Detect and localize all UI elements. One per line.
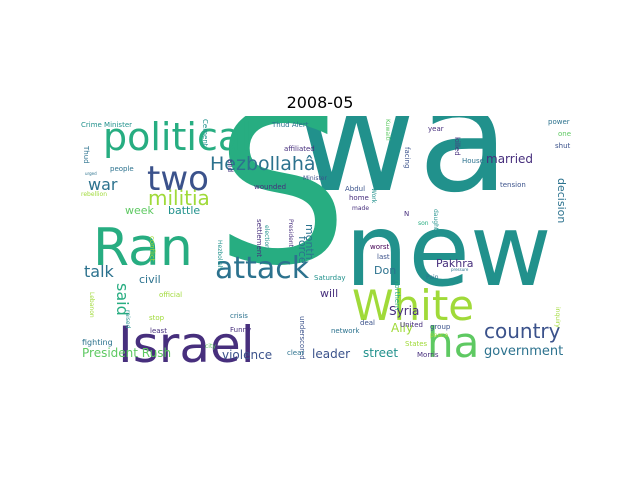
cloud-word-clear: clear xyxy=(287,349,304,357)
cloud-word-urged: urged xyxy=(85,171,97,176)
cloud-word-thud-alert: Thud Alert xyxy=(271,121,309,129)
cloud-word-fighting: fighting xyxy=(82,338,113,347)
cloud-word-made: made xyxy=(352,205,369,212)
cloud-word-wa: wa xyxy=(295,116,510,226)
cloud-word-country: country xyxy=(484,319,561,343)
cloud-word-home: home xyxy=(349,194,369,202)
figure-title: 2008-05 xyxy=(286,93,354,112)
cloud-word-government: government xyxy=(484,344,563,359)
cloud-word-n: N xyxy=(404,210,409,218)
cloud-word-pakhra: Pakhra xyxy=(436,257,474,270)
cloud-word-last: last xyxy=(377,253,390,261)
cloud-word-work: Work xyxy=(370,188,377,204)
cloud-word-daughter: daughter xyxy=(432,209,439,237)
cloud-word-violence: violence xyxy=(222,348,272,362)
cloud-word-said: said xyxy=(113,283,132,316)
cloud-word-election: election xyxy=(263,225,270,249)
cloud-word-attack: attack xyxy=(215,251,310,286)
cloud-word-tension: tension xyxy=(500,181,526,189)
cloud-word-people: people xyxy=(110,165,134,173)
cloud-word-and: and xyxy=(226,159,234,172)
cloud-word-force: force xyxy=(296,236,309,264)
cloud-word-will: will xyxy=(320,287,338,300)
cloud-word-cement: Cement xyxy=(201,119,209,147)
cloud-word-power: power xyxy=(548,118,570,126)
cloud-word-decision: decision xyxy=(555,178,568,223)
cloud-word-conflict: conflict xyxy=(148,236,156,262)
cloud-word-thud: Thud xyxy=(82,145,90,164)
cloud-word-ha: ha xyxy=(427,318,479,365)
cloud-word-inquiry: inquiry xyxy=(554,307,561,328)
cloud-word-underscored: underscored xyxy=(298,316,306,360)
cloud-word-stop: stop xyxy=(149,314,165,322)
cloud-word-abdul: Abdul xyxy=(345,185,365,193)
cloud-word-killed: killed xyxy=(453,137,461,156)
cloud-word-militia: militia xyxy=(148,186,210,210)
cloud-word-morris: Morris xyxy=(417,351,439,359)
cloud-word-ally: Ally xyxy=(391,321,413,335)
cloud-word-least: least xyxy=(150,327,167,335)
cloud-word-peace: peace xyxy=(430,332,448,339)
cloud-word-hezbollah: Hezbollahâ xyxy=(210,153,316,175)
cloud-word-minister: Minister xyxy=(303,175,327,182)
cloud-word-facing: facing xyxy=(403,147,411,168)
cloud-word-s: S xyxy=(215,116,348,312)
cloud-word-civil: civil xyxy=(139,273,161,286)
cloud-word-married: married xyxy=(486,152,533,166)
cloud-word-crisis: crisis xyxy=(230,312,248,320)
cloud-word-rebellion: rebellion xyxy=(81,191,107,198)
cloud-word-crime-minister: Crime Minister xyxy=(81,121,132,129)
cloud-word-settlement: settlement xyxy=(255,219,263,257)
cloud-word-raised: raised xyxy=(124,310,131,329)
cloud-word-battle: battle xyxy=(168,204,200,217)
cloud-word-united: United xyxy=(400,321,423,329)
cloud-word-funny: Funny xyxy=(230,326,251,334)
cloud-word-pain: Pain xyxy=(426,274,439,281)
cloud-word-group: group xyxy=(430,323,451,331)
cloud-word-lebanon: Lebanon xyxy=(88,292,95,318)
cloud-word-states: States xyxy=(405,340,428,348)
cloud-word-war: war xyxy=(88,175,118,194)
cloud-word-affiliated: affiliated xyxy=(284,145,315,153)
cloud-word-street: street xyxy=(363,346,398,360)
cloud-word-saturday: Saturday xyxy=(314,274,346,282)
cloud-word-kuwaiti: Kuwaiti xyxy=(384,119,391,141)
cloud-word-year: year xyxy=(428,125,444,133)
cloud-word-week: week xyxy=(125,204,155,217)
cloud-word-worst: worst xyxy=(370,243,390,251)
cloud-word-syria: Syria xyxy=(389,304,419,318)
cloud-word-pressure: pressure xyxy=(451,267,469,272)
cloud-word-wounded: wounded xyxy=(254,183,286,191)
cloud-word-talk: talk xyxy=(84,262,115,281)
cloud-word-president: President xyxy=(287,219,294,248)
cloud-word-israel: Israel xyxy=(118,316,255,365)
cloud-word-official: official xyxy=(159,291,182,299)
cloud-word-white: White xyxy=(352,281,474,330)
cloud-word-shut: shut xyxy=(555,142,571,150)
cloud-word-two: two xyxy=(147,159,209,199)
cloud-word-hezbollah: Hezbollah xyxy=(216,240,223,270)
cloud-word-northern: northern xyxy=(393,280,401,310)
cloud-word-house: House xyxy=(462,157,484,165)
cloud-word-network: network xyxy=(331,327,360,335)
cloud-word-ran: Ran xyxy=(93,218,193,278)
cloud-word-don: Don xyxy=(374,264,396,277)
cloud-word-son: son xyxy=(418,220,429,227)
cloud-word-new: new xyxy=(345,192,552,309)
cloud-word-political: political xyxy=(103,116,252,159)
cloud-word-month: month xyxy=(303,224,316,260)
cloud-word-president-rush: President Rush xyxy=(82,346,171,360)
cloud-word-deal: deal xyxy=(360,319,375,327)
cloud-word-city: city xyxy=(205,343,216,350)
cloud-word-leader: leader xyxy=(312,347,350,361)
cloud-word-one: one xyxy=(558,130,571,138)
